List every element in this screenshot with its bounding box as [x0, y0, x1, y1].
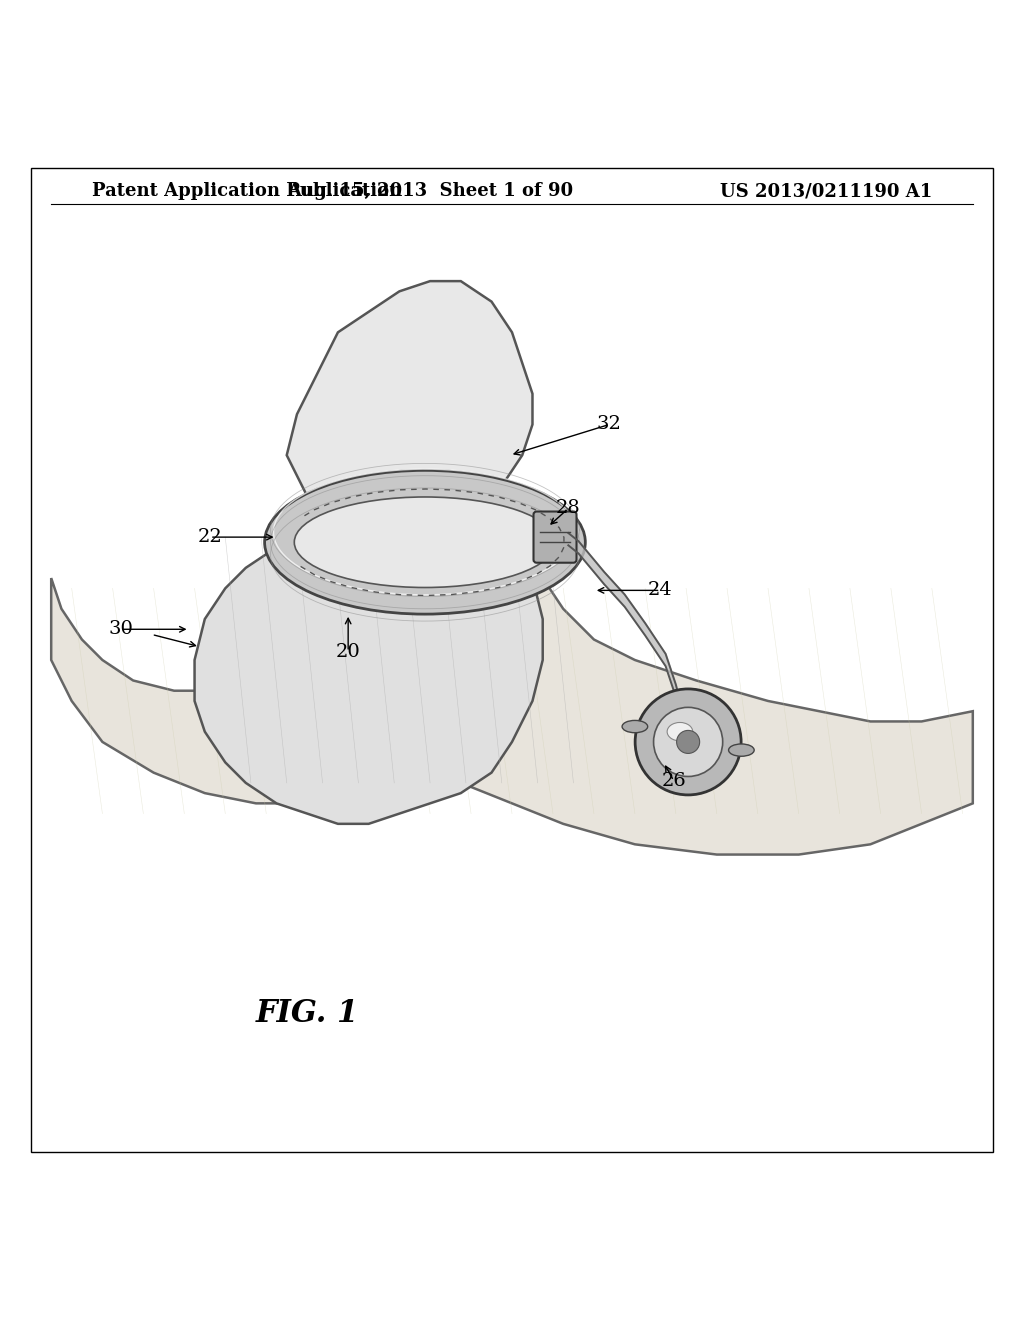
Circle shape — [677, 730, 699, 754]
Ellipse shape — [668, 722, 692, 741]
Circle shape — [653, 708, 723, 776]
Text: FIG. 1: FIG. 1 — [256, 998, 358, 1028]
Ellipse shape — [623, 721, 647, 733]
Text: 22: 22 — [198, 528, 222, 546]
Text: 30: 30 — [109, 620, 133, 639]
Polygon shape — [51, 537, 973, 854]
Circle shape — [635, 689, 741, 795]
Text: 20: 20 — [336, 643, 360, 661]
FancyBboxPatch shape — [534, 512, 577, 562]
Ellipse shape — [294, 496, 556, 587]
Ellipse shape — [729, 744, 754, 756]
Text: Patent Application Publication: Patent Application Publication — [92, 182, 402, 201]
Text: Aug. 15, 2013  Sheet 1 of 90: Aug. 15, 2013 Sheet 1 of 90 — [287, 182, 573, 201]
Polygon shape — [287, 281, 532, 548]
Text: 26: 26 — [662, 772, 686, 789]
Ellipse shape — [264, 470, 586, 614]
Polygon shape — [195, 516, 543, 824]
Text: 32: 32 — [597, 416, 622, 433]
Text: 24: 24 — [648, 581, 673, 599]
Text: US 2013/0211190 A1: US 2013/0211190 A1 — [720, 182, 932, 201]
Text: 28: 28 — [556, 499, 581, 517]
